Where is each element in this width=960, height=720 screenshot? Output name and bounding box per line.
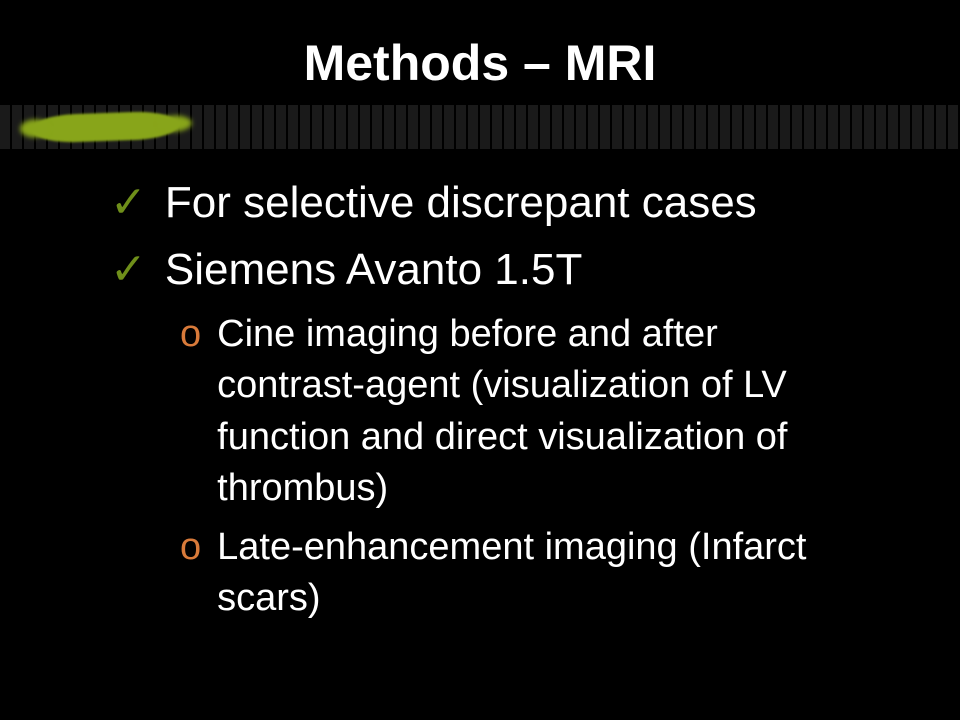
sub-list: o Cine imaging before and after contrast… (180, 309, 870, 625)
slide-body: ✓ For selective discrepant cases ✓ Sieme… (110, 175, 870, 633)
sub-bullet-text: Late-enhancement imaging (Infarct scars) (217, 522, 870, 625)
bullet-text: Siemens Avanto 1.5T (165, 242, 582, 297)
slide-container: Methods – MRI ✓ For selective discrepant… (0, 0, 960, 720)
bullet-text: For selective discrepant cases (165, 175, 757, 230)
o-bullet-icon: o (180, 522, 201, 573)
bullet-item: ✓ Siemens Avanto 1.5T (110, 242, 870, 297)
bullet-item: ✓ For selective discrepant cases (110, 175, 870, 230)
o-bullet-icon: o (180, 309, 201, 360)
check-icon: ✓ (110, 175, 147, 230)
sub-bullet-item: o Cine imaging before and after contrast… (180, 309, 870, 514)
sub-bullet-text: Cine imaging before and after contrast-a… (217, 309, 870, 514)
slide-title: Methods – MRI (0, 34, 960, 92)
sub-bullet-item: o Late-enhancement imaging (Infarct scar… (180, 522, 870, 625)
check-icon: ✓ (110, 242, 147, 297)
